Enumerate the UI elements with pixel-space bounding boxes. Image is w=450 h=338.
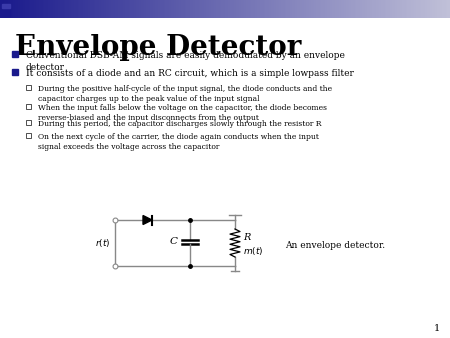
Text: It consists of a diode and an RC circuit, which is a simple lowpass filter: It consists of a diode and an RC circuit…	[26, 69, 354, 78]
Text: Envelope Detector: Envelope Detector	[15, 34, 302, 61]
Text: R: R	[243, 234, 250, 242]
Text: C: C	[170, 238, 178, 246]
Bar	[2, 4, 10, 8]
Bar	[12, 69, 18, 74]
Text: Conventional DSB-AM signals are easily demodulated by an envelope
detector: Conventional DSB-AM signals are easily d…	[26, 51, 345, 72]
Bar	[26, 85, 31, 90]
Bar	[26, 120, 31, 124]
Text: When the input falls below the voltage on the capacitor, the diode becomes
rever: When the input falls below the voltage o…	[38, 104, 327, 122]
Bar	[26, 104, 31, 108]
Text: An envelope detector.: An envelope detector.	[285, 241, 385, 249]
Polygon shape	[143, 216, 152, 224]
Bar	[12, 50, 18, 56]
Text: During this period, the capacitor discharges slowly through the resistor R: During this period, the capacitor discha…	[38, 120, 321, 128]
Text: $m(t)$: $m(t)$	[243, 245, 264, 257]
Bar	[26, 133, 31, 138]
Text: On the next cycle of the carrier, the diode again conducts when the input
signal: On the next cycle of the carrier, the di…	[38, 133, 319, 151]
Bar	[2, 8, 10, 16]
Text: During the positive half-cycle of the input signal, the diode conducts and the
c: During the positive half-cycle of the in…	[38, 85, 332, 103]
Text: $r(t)$: $r(t)$	[94, 237, 110, 249]
Text: 1: 1	[434, 324, 440, 333]
